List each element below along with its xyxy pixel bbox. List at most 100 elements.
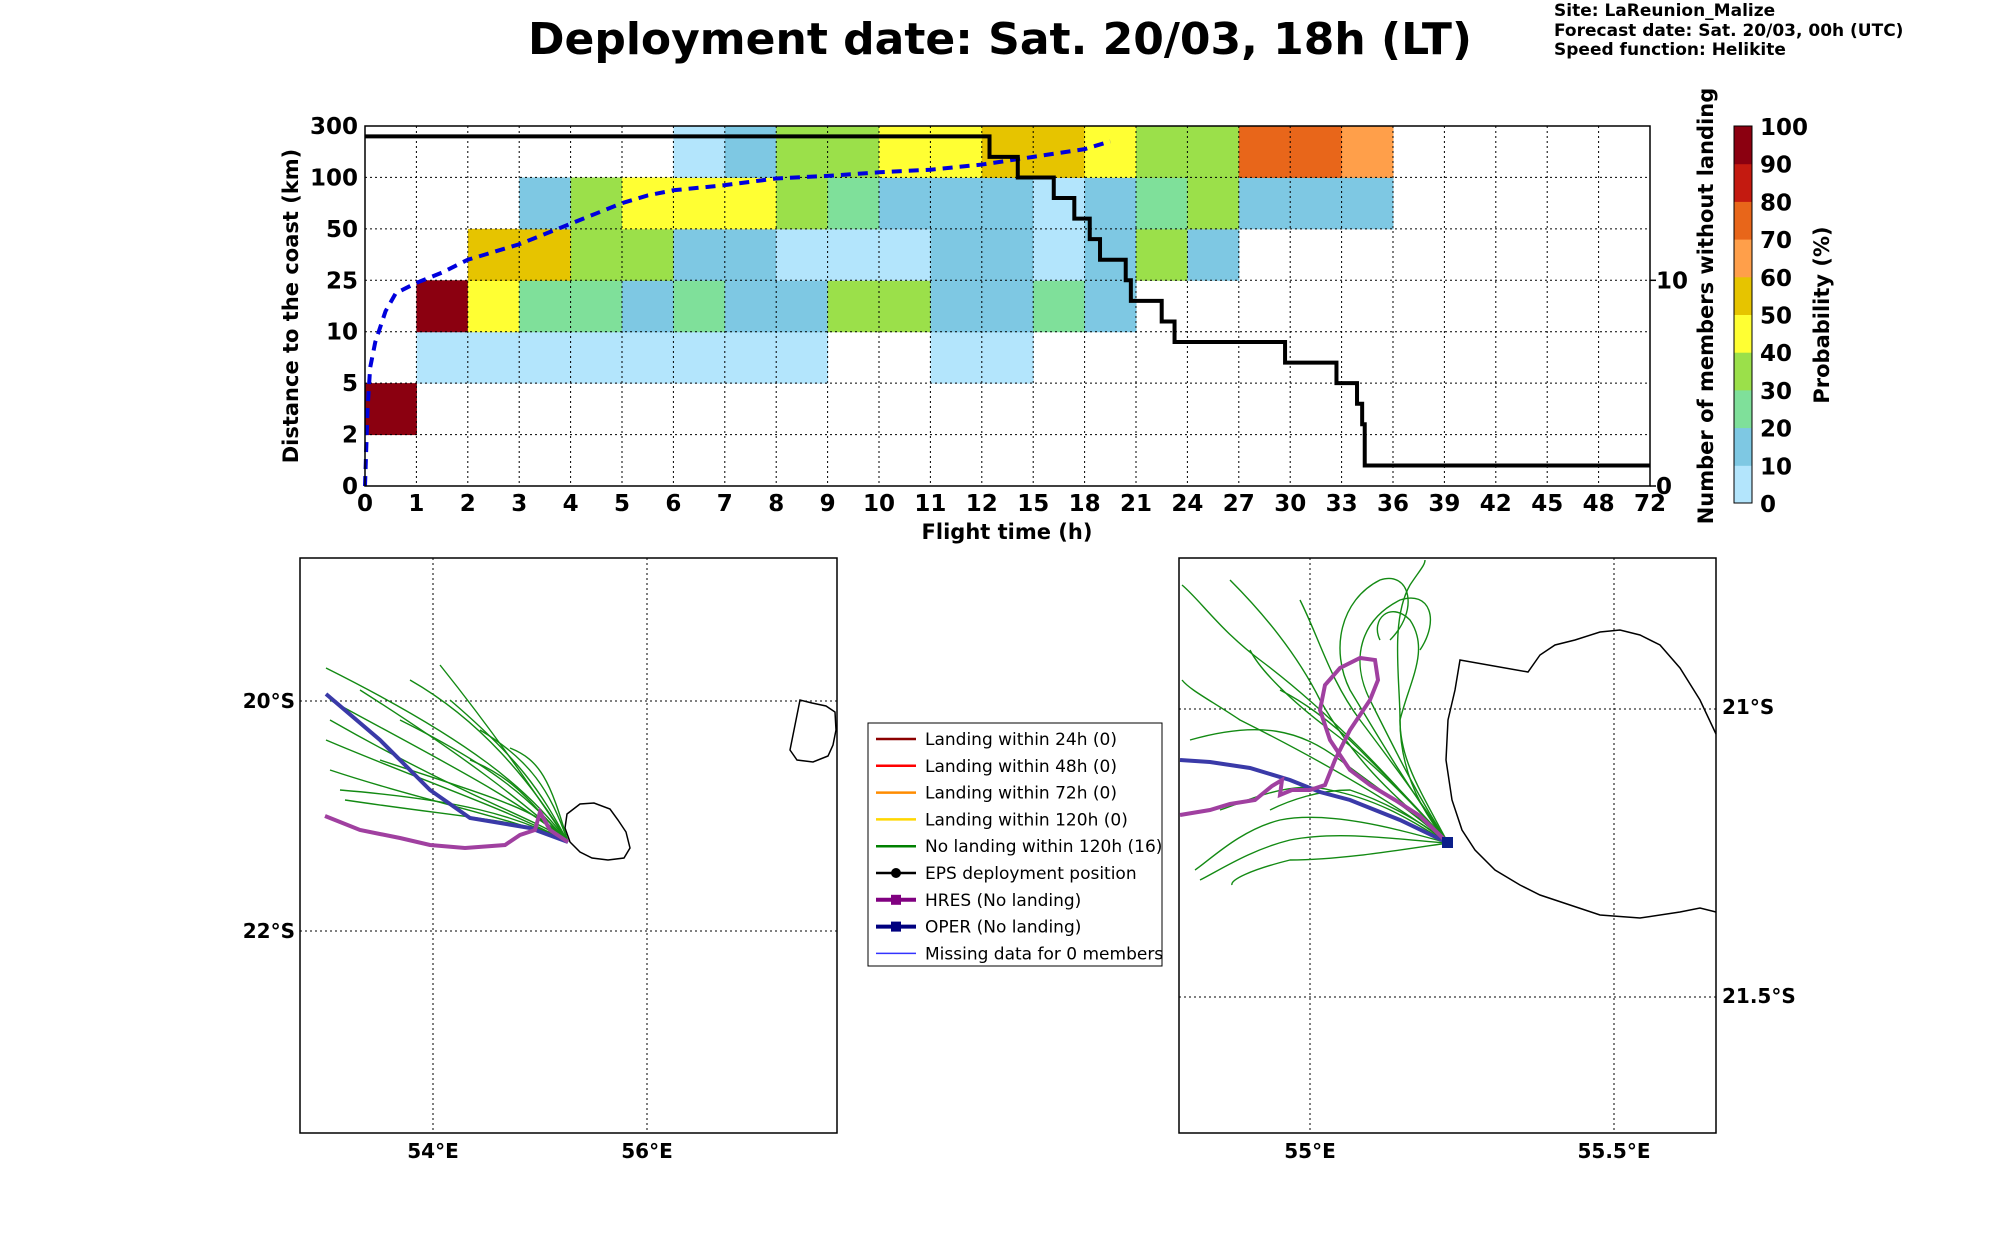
map-right-lat-tick: 21°S xyxy=(1722,695,1774,719)
colorbar-swatch xyxy=(1734,126,1752,165)
x-tick-label: 36 xyxy=(1377,491,1409,517)
x-axis-label: Flight time (h) xyxy=(922,520,1093,544)
heatmap-cell xyxy=(1290,177,1343,230)
heatmap-chart: 0 1 2 3 4 5 6 7 8 9 10 11 12 15 18 21 24 27 30 33 36 39 42 45 48… xyxy=(279,88,1718,544)
heatmap-cell xyxy=(776,280,829,333)
heatmap-cell xyxy=(776,126,829,178)
y-tick-label: 100 xyxy=(310,165,358,191)
heatmap-cell xyxy=(467,280,520,333)
heatmap-cell xyxy=(879,228,931,281)
heatmap-cell xyxy=(930,177,983,230)
colorbar-tick-label: 0 xyxy=(1760,492,1776,518)
site-name: Site: LaReunion_Malize xyxy=(1554,1,1776,21)
heatmap-cell xyxy=(724,177,777,230)
heatmap-cell xyxy=(519,331,572,384)
heatmap-cell xyxy=(1341,126,1394,178)
heatmap-cell xyxy=(981,280,1034,333)
heatmap-cell xyxy=(1033,228,1086,281)
colorbar-tick-label: 10 xyxy=(1760,454,1792,480)
heatmap-cell xyxy=(827,280,880,333)
colorbar-swatches xyxy=(1734,126,1752,504)
median-distance-line xyxy=(363,139,1111,487)
heatmap-cell xyxy=(519,280,572,333)
speed-function: Speed function: Helikite xyxy=(1554,40,1786,60)
heatmap-cell xyxy=(622,331,674,384)
heatmap-cell xyxy=(673,228,726,281)
heatmap-cell xyxy=(1187,228,1240,281)
colorbar-swatch xyxy=(1734,239,1752,278)
map-left-lat-tick: 20°S xyxy=(243,689,295,713)
heatmap-cell xyxy=(1084,177,1137,230)
map-right-lat-tick: 21.5°S xyxy=(1722,984,1796,1008)
reunion-island-outline-zoom xyxy=(1445,629,1717,919)
x-tick-label: 4 xyxy=(563,491,579,517)
map-right: 21°S 21.5°S 55°E 55.5°E xyxy=(1178,557,1796,1163)
legend-marker xyxy=(891,894,901,905)
heatmap-cell xyxy=(1033,126,1086,178)
heatmap-cell xyxy=(724,126,777,178)
x-tick-label: 0 xyxy=(357,491,373,517)
x-tick-label: 48 xyxy=(1583,491,1615,517)
heatmap-cell xyxy=(416,331,469,384)
legend-label: Landing within 72h (0) xyxy=(925,784,1117,804)
map-left-frame xyxy=(299,557,838,1134)
x-tick-label: 21 xyxy=(1120,491,1152,517)
y-axis-label: Distance to the coast (km) xyxy=(279,149,303,464)
colorbar-label: Probability (%) xyxy=(1810,226,1834,403)
heatmap-cell xyxy=(622,177,674,230)
colorbar: 0 10 20 30 40 50 60 70 80 90 100 Probability (%) xyxy=(1733,115,1834,518)
eps-trajectories-right xyxy=(1181,559,1449,886)
reunion-island-outline xyxy=(564,802,631,861)
heatmap-cell xyxy=(416,280,469,333)
colorbar-swatch xyxy=(1734,389,1752,429)
colorbar-tick-label: 70 xyxy=(1760,228,1792,254)
legend-items: Landing within 24h (0) Landing within 48h… xyxy=(876,730,1163,964)
colorbar-ticks: 0 10 20 30 40 50 60 70 80 90 100 xyxy=(1760,115,1808,518)
colorbar-frame xyxy=(1733,125,1753,504)
x-tick-label: 8 xyxy=(768,491,784,517)
legend-label: OPER (No landing) xyxy=(925,918,1081,938)
x-tick-labels: 0 1 2 3 4 5 6 7 8 9 10 11 12 15 18 21 24 27 30 33 36 39 42 45 48… xyxy=(357,491,1666,517)
colorbar-tick-label: 100 xyxy=(1760,115,1808,141)
members-without-landing-line xyxy=(365,134,1650,468)
heatmap-cell xyxy=(776,177,829,230)
colorbar-swatch xyxy=(1734,427,1752,466)
heatmap-cell xyxy=(1187,126,1240,178)
y-tick-label: 2 xyxy=(342,423,358,449)
heatmap-cell xyxy=(570,331,623,384)
legend-marker xyxy=(891,868,901,878)
heatmap-cell xyxy=(1033,280,1086,333)
legend-marker xyxy=(891,921,901,932)
heatmap-cell xyxy=(827,228,880,281)
legend-label: Landing within 24h (0) xyxy=(925,730,1117,750)
colorbar-swatch xyxy=(1734,314,1752,353)
heatmap-cell xyxy=(467,228,520,281)
heatmap-cell xyxy=(930,331,983,384)
heatmap-cell xyxy=(1341,177,1394,230)
x-tick-label: 72 xyxy=(1634,491,1666,517)
heatmap-grid xyxy=(365,126,1650,487)
heatmap-cell xyxy=(622,228,674,281)
x-tick-label: 12 xyxy=(966,491,998,517)
heatmap-frame xyxy=(364,125,1651,487)
heatmap-cell xyxy=(879,280,931,333)
site-info: Site: LaReunion_Malize Forecast date: Sa… xyxy=(1554,1,1904,61)
x-tick-label: 15 xyxy=(1017,491,1049,517)
legend-frame xyxy=(867,722,1163,967)
y2-axis-label: Number of members without landing xyxy=(1694,88,1718,525)
colorbar-swatch xyxy=(1734,201,1752,240)
map-right-frame xyxy=(1178,557,1717,1134)
map-right-lon-tick: 55.5°E xyxy=(1577,1139,1650,1163)
colorbar-swatch xyxy=(1734,465,1752,504)
heatmap-cell xyxy=(981,228,1034,281)
x-tick-label: 7 xyxy=(717,491,733,517)
legend: Landing within 24h (0) Landing within 48h… xyxy=(867,722,1163,967)
heatmap-cell xyxy=(879,126,931,178)
forecast-date: Forecast date: Sat. 20/03, 00h (UTC) xyxy=(1554,20,1904,41)
x-tick-label: 9 xyxy=(820,491,836,517)
map-left-lon-tick: 54°E xyxy=(407,1139,459,1163)
heatmap-cell xyxy=(519,177,572,230)
y-tick-label: 10 xyxy=(326,320,358,346)
heatmap-cell xyxy=(673,177,726,230)
